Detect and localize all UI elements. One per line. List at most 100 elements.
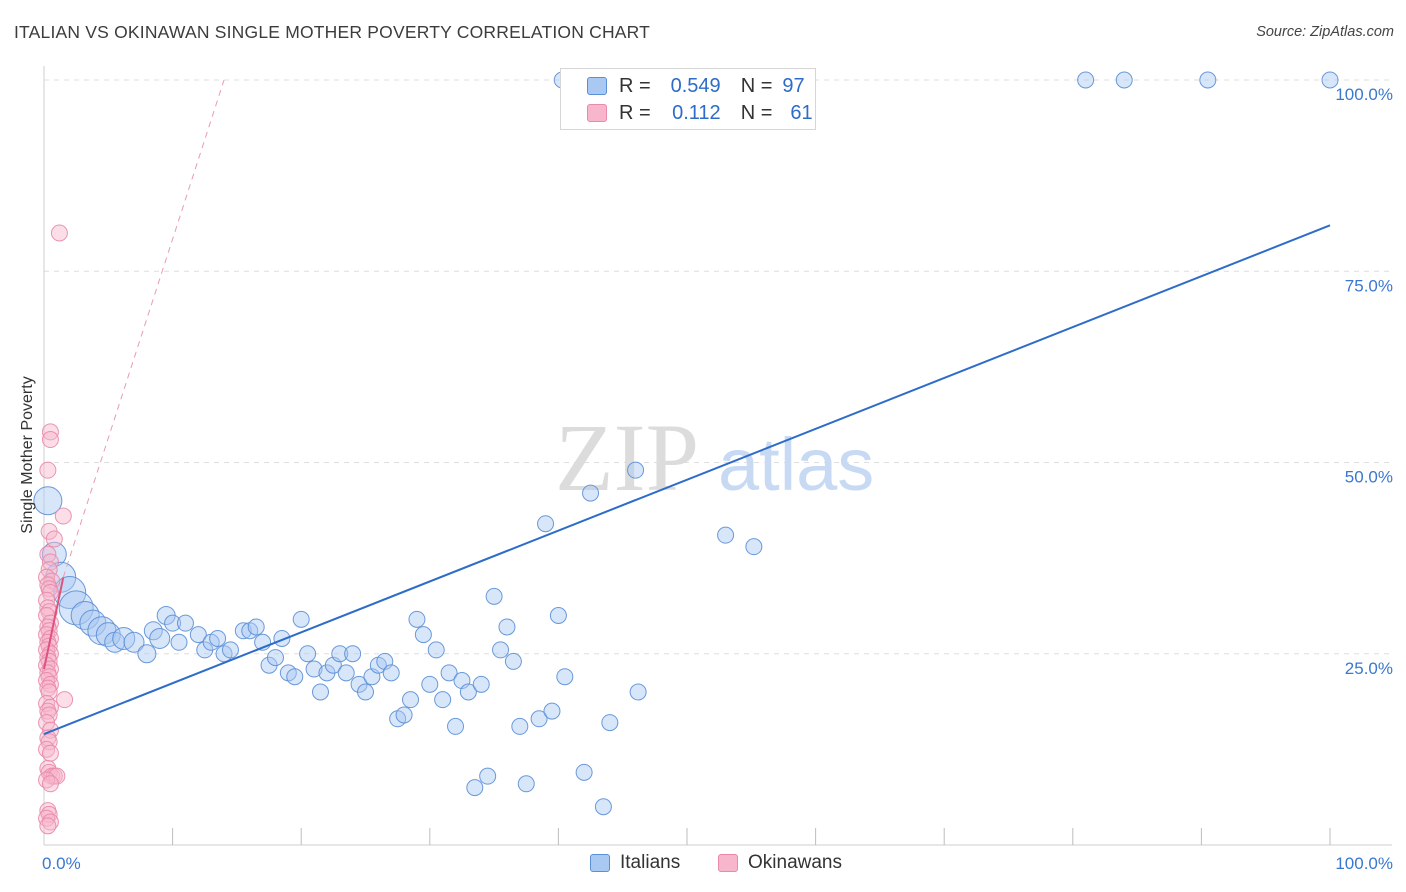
italians-point (234, 622, 252, 640)
legend-swatch-italians (590, 854, 610, 872)
italians-point (382, 664, 400, 682)
italians-point (629, 683, 647, 701)
watermark-atlas: atlas (718, 423, 874, 506)
r-label: R = (619, 74, 651, 97)
x-tick-label: 100.0% (1335, 854, 1393, 873)
italians-point (717, 526, 735, 544)
chart-title: ITALIAN VS OKINAWAN SINGLE MOTHER POVERT… (14, 22, 651, 42)
legend-row-okinawans: R = 0.112 N = 61 (561, 100, 813, 126)
italians-point (58, 590, 94, 626)
italians-point (745, 538, 763, 556)
italians-point (1321, 71, 1339, 89)
italians-point (479, 767, 497, 785)
italians-point (440, 664, 458, 682)
x-tick-label: 0.0% (42, 854, 81, 873)
italians-point (537, 515, 555, 533)
italians-point (299, 645, 317, 663)
italians-point (344, 645, 362, 663)
n-label: N = (740, 101, 773, 124)
y-tick-label: 75.0% (1345, 276, 1393, 295)
legend-row-italians: R = 0.549 N = 97 (561, 73, 805, 99)
italians-point (1199, 71, 1217, 89)
italians-point (601, 714, 619, 732)
italians-point (466, 779, 484, 797)
italians-point (311, 683, 329, 701)
italians-point (189, 626, 207, 644)
italians-point (170, 633, 188, 651)
italians-point (137, 644, 157, 664)
n-value: 61 (790, 101, 813, 124)
italians-point (472, 675, 490, 693)
italians-point (402, 691, 420, 709)
n-label: N = (740, 74, 773, 97)
italians-point (447, 717, 465, 735)
italians-point (209, 629, 227, 647)
italians-point (627, 461, 645, 479)
italians-point (70, 601, 100, 630)
italians-point (292, 610, 310, 628)
italians-point (41, 541, 67, 567)
italians-point (504, 652, 522, 670)
italians-point (123, 631, 145, 653)
italians-point (492, 641, 510, 659)
watermark: ZIP atlas (555, 404, 874, 511)
okinawans-point (39, 817, 57, 835)
italians-point (459, 683, 477, 701)
r-value: 0.549 (670, 74, 721, 97)
trendlines (43, 79, 1331, 736)
italians-point (575, 763, 593, 781)
okinawans-point (45, 530, 63, 548)
italians-point (176, 614, 194, 632)
y-tick-label: 50.0% (1345, 468, 1393, 487)
okinawans-point (54, 507, 72, 525)
legend-swatch-okinawans (718, 854, 738, 872)
legend-label-italians: Italians (620, 852, 681, 873)
italians-point (149, 627, 171, 649)
okinawans-point (38, 714, 56, 732)
italians-point (594, 798, 612, 816)
italians-point (421, 675, 439, 693)
y-tick-label: 100.0% (1335, 85, 1393, 104)
gridlines (44, 79, 1392, 655)
italians-point (511, 717, 529, 735)
italians-point (498, 618, 516, 636)
legend-item-italians: Italians (590, 852, 680, 874)
okinawans-point (41, 775, 59, 793)
italians-point (434, 691, 452, 709)
italians-point (414, 626, 432, 644)
okinawans-point (56, 691, 74, 709)
y-axis-label: Single Mother Poverty (19, 376, 36, 534)
n-value: 97 (782, 74, 805, 97)
okinawans-point (41, 744, 59, 762)
italians-point (266, 649, 284, 667)
source-label: Source: ZipAtlas.com (1256, 24, 1394, 40)
italians-point (1077, 71, 1095, 89)
italians-point (543, 702, 561, 720)
okinawans-point (50, 224, 68, 242)
italians-point (408, 610, 426, 628)
r-label: R = (619, 101, 651, 124)
italians-point (331, 645, 349, 663)
italians-point (164, 614, 182, 632)
tick-labels: 25.0% 50.0% 75.0% 100.0% 0.0% 100.0% (42, 85, 1393, 873)
italians-point (395, 706, 413, 724)
italians-point (221, 641, 239, 659)
italians-point (485, 587, 503, 605)
legend-label-okinawans: Okinawans (748, 852, 842, 873)
italians-point (286, 668, 304, 686)
r-value: 0.112 (672, 101, 721, 124)
y-tick-label: 25.0% (1345, 659, 1393, 678)
italians-trendline (43, 224, 1331, 736)
watermark-zip: ZIP (555, 404, 699, 511)
okinawans-trendline-extension (62, 79, 225, 578)
italians-point (305, 660, 323, 678)
italians-point (556, 668, 574, 686)
okinawans-trendline (43, 577, 65, 670)
italians-point (530, 710, 548, 728)
legend-swatch-italians (587, 77, 607, 95)
italians-point (1115, 71, 1133, 89)
italians-point (33, 486, 63, 516)
okinawans-point (39, 461, 57, 479)
italians-point (427, 641, 445, 659)
